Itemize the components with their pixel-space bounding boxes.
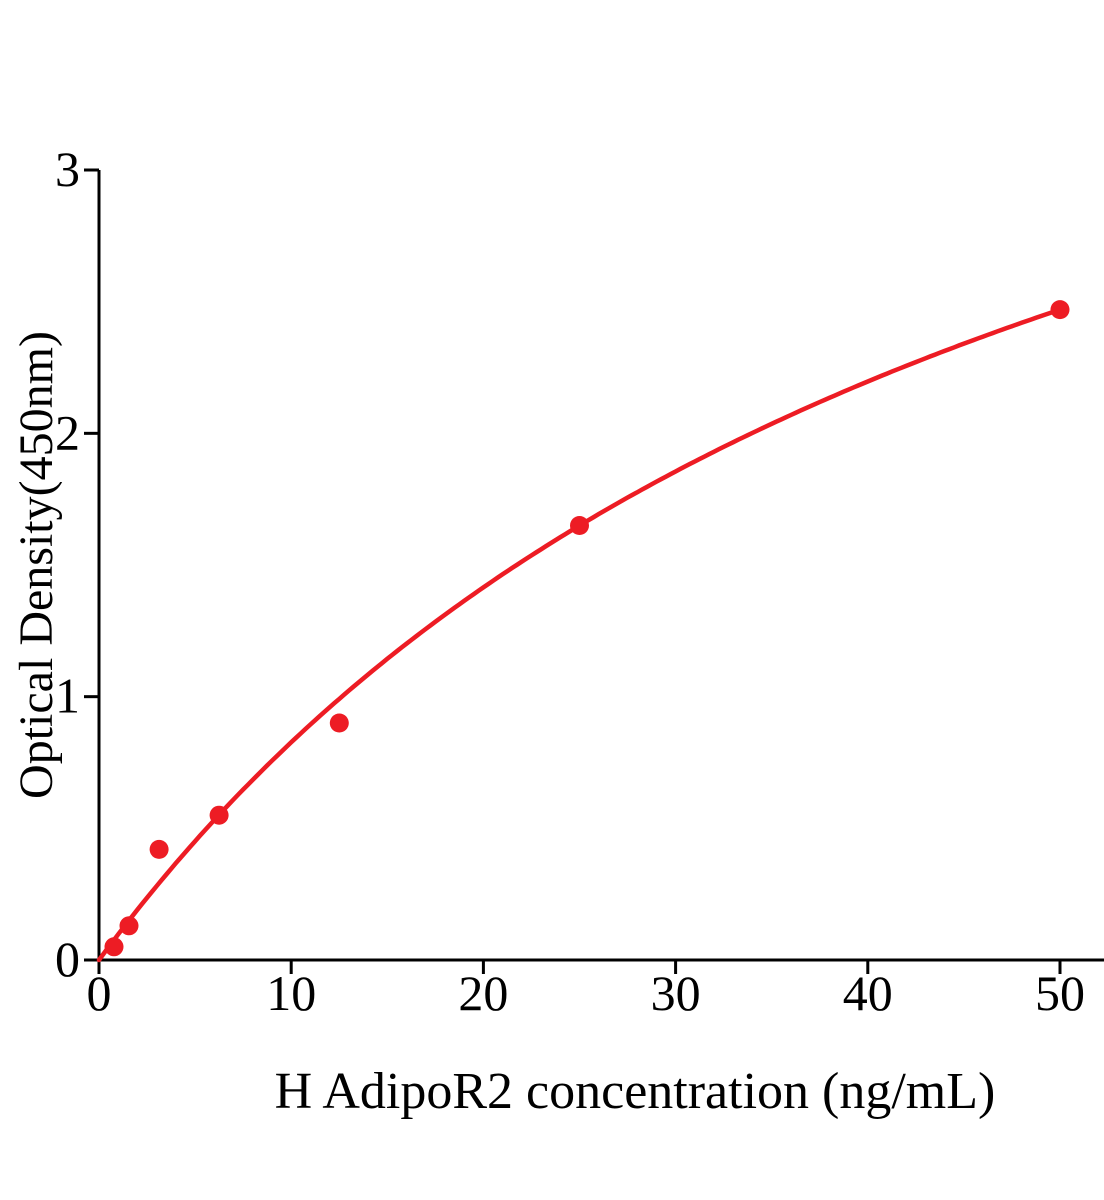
x-tick-label: 20 [458, 965, 508, 1021]
x-tick-label: 50 [1035, 965, 1085, 1021]
x-tick-label: 40 [843, 965, 893, 1021]
y-tick-label: 0 [55, 931, 80, 987]
data-point [119, 916, 139, 936]
data-point [329, 713, 349, 733]
data-point [209, 805, 229, 825]
fit-curve [96, 307, 1063, 963]
x-tick-label: 10 [266, 965, 316, 1021]
x-tick-label: 30 [651, 965, 701, 1021]
y-tick-label: 3 [55, 141, 80, 197]
data-point [570, 516, 589, 535]
data-point [149, 839, 169, 859]
y-tick-label: 2 [55, 404, 80, 460]
x-axis-title: H AdipoR2 concentration (ng/mL) [275, 1063, 996, 1120]
data-point [104, 937, 124, 957]
y-tick-label: 1 [55, 668, 80, 724]
data-point [1050, 300, 1070, 320]
y-axis-title: Optical Density(450nm) [10, 331, 63, 799]
x-tick-label: 0 [87, 965, 112, 1021]
